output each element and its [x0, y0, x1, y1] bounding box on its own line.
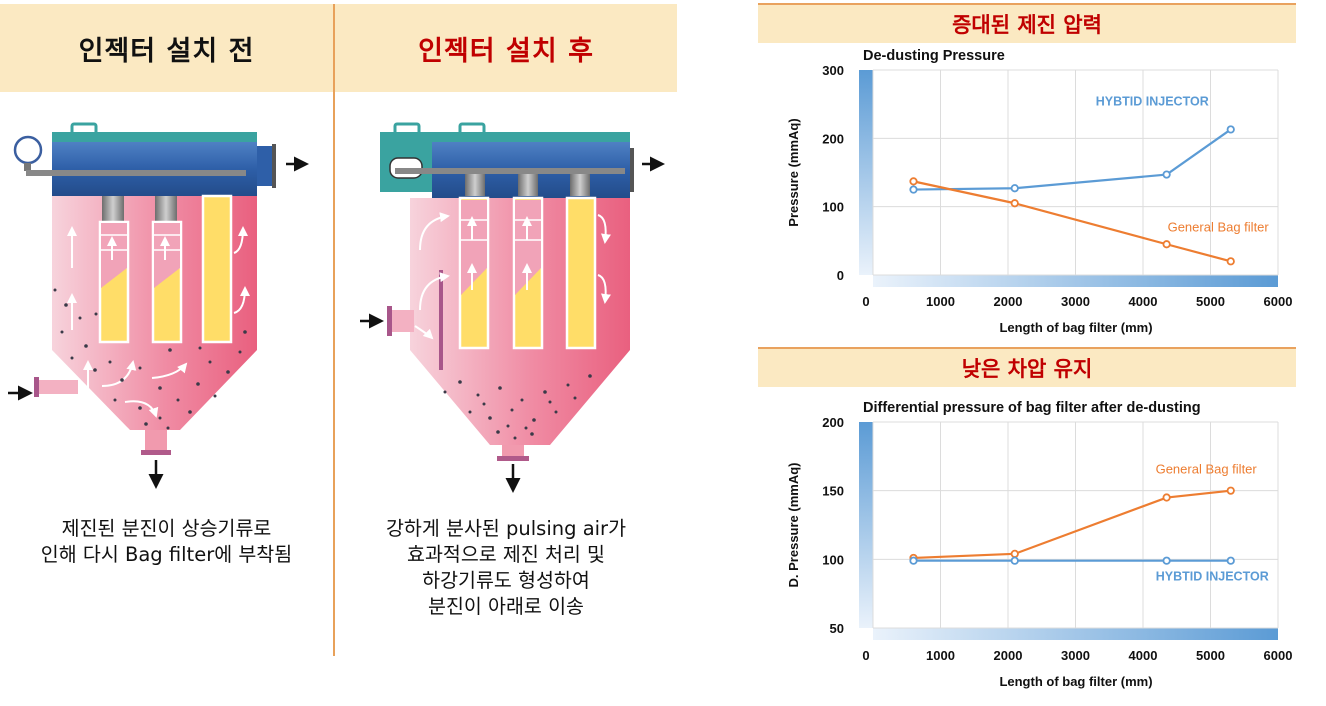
y-axis-label: Pressure (mmAq) [786, 118, 801, 226]
x-tick-label: 3000 [1061, 294, 1090, 309]
y-tick-label: 200 [822, 415, 844, 430]
x-axis-label: Length of bag filter (mm) [999, 320, 1152, 335]
data-point [1162, 170, 1171, 179]
y-tick-label: 100 [822, 200, 844, 215]
panel-divider [333, 4, 335, 656]
data-point [909, 177, 918, 186]
y-tick-label: 150 [822, 484, 844, 499]
before-unit [8, 122, 309, 489]
series-line [913, 128, 1232, 191]
chart1-header: 증대된 제진 압력 [758, 3, 1296, 43]
chart-differential-pressure: Differential pressure of bag filter afte… [786, 400, 1293, 689]
y-axis-label: D. Pressure (mmAq) [786, 463, 801, 588]
data-point [1162, 556, 1171, 565]
chart2-header-text: 낮은 차압 유지 [961, 357, 1093, 381]
chart-title: Differential pressure of bag filter afte… [863, 400, 1201, 416]
y-tick-label: 100 [822, 552, 844, 567]
data-point [1010, 549, 1019, 558]
after-caption-line: 효과적으로 제진 처리 및 [407, 543, 605, 566]
x-tick-label: 3000 [1061, 648, 1090, 663]
data-point [1226, 257, 1235, 266]
series-line [913, 180, 1232, 263]
data-point [1010, 184, 1019, 193]
x-tick-label: 6000 [1264, 648, 1293, 663]
data-point [909, 556, 918, 565]
x-tick-label: 6000 [1264, 294, 1293, 309]
x-axis-band [873, 275, 1278, 287]
before-caption: 제진된 분진이 상승기류로 인해 다시 Bag filter에 부착됨 [0, 516, 333, 568]
after-header: 인젝터 설치 후 [335, 4, 677, 92]
data-point [1226, 486, 1235, 495]
after-caption-line: 강하게 분사된 pulsing air가 [385, 517, 627, 540]
series-line [913, 489, 1231, 560]
before-caption-line: 인해 다시 Bag filter에 부착됨 [40, 543, 293, 566]
data-point [1226, 125, 1235, 134]
y-tick-label: 200 [822, 131, 844, 146]
after-caption-line: 하강기류도 형성하여 [422, 569, 590, 592]
chart2-header: 낮은 차압 유지 [758, 347, 1296, 387]
filter-diagrams [8, 122, 665, 493]
after-caption: 강하게 분사된 pulsing air가 효과적으로 제진 처리 및 하강기류도… [335, 516, 677, 620]
data-point [1162, 240, 1171, 249]
before-caption-line: 제진된 분진이 상승기류로 [61, 517, 272, 540]
x-tick-label: 2000 [994, 294, 1023, 309]
x-tick-label: 5000 [1196, 648, 1225, 663]
x-axis-label: Length of bag filter (mm) [999, 674, 1152, 689]
x-axis-band [873, 628, 1278, 640]
before-header: 인젝터 설치 전 [0, 4, 333, 92]
data-point [1010, 199, 1019, 208]
y-tick-label: 0 [837, 268, 844, 283]
x-tick-label: 1000 [926, 294, 955, 309]
chart1-header-text: 증대된 제진 압력 [952, 13, 1102, 37]
x-tick-label: 2000 [994, 648, 1023, 663]
data-point [1162, 493, 1171, 502]
series-label: HYBTID INJECTOR [1096, 94, 1209, 108]
after-title: 인젝터 설치 후 [418, 35, 594, 67]
y-axis-band [859, 422, 873, 628]
before-title: 인젝터 설치 전 [78, 35, 255, 67]
y-axis-band [859, 70, 873, 275]
series-label: General Bag filter [1156, 462, 1258, 477]
x-tick-label: 5000 [1196, 294, 1225, 309]
y-tick-label: 300 [822, 63, 844, 78]
series-label: General Bag filter [1168, 219, 1270, 234]
x-tick-label: 0 [862, 648, 869, 663]
after-unit [360, 122, 665, 493]
after-caption-line: 분진이 아래로 이송 [428, 595, 584, 618]
x-tick-label: 4000 [1129, 294, 1158, 309]
y-tick-label: 50 [830, 621, 844, 636]
chart-title: De-dusting Pressure [863, 48, 1005, 64]
x-tick-label: 0 [862, 294, 869, 309]
x-tick-label: 4000 [1129, 648, 1158, 663]
data-point [909, 185, 918, 194]
data-point [1226, 556, 1235, 565]
x-tick-label: 1000 [926, 648, 955, 663]
data-point [1010, 556, 1019, 565]
series-label: HYBTID INJECTOR [1156, 570, 1269, 584]
